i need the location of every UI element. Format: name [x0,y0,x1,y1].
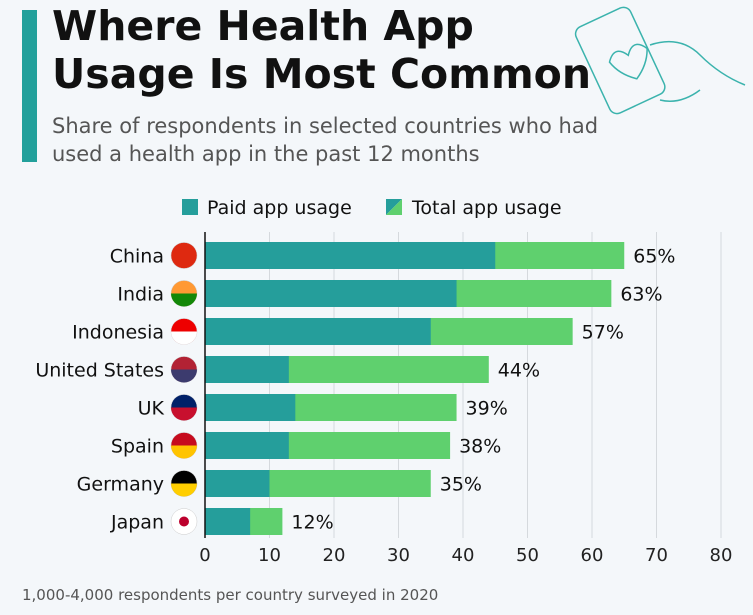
data-label: 57% [582,322,624,344]
footnote: 1,000-4,000 respondents per country surv… [22,586,439,604]
data-label: 38% [459,436,501,458]
category-label: Spain [111,436,164,458]
x-tick-label: 70 [645,545,668,566]
flag-icon-detail [171,483,197,497]
flag-icon-detail [171,293,197,307]
x-tick-label: 40 [452,545,475,566]
flag-icon-detail [171,369,197,383]
bar-paid [205,470,270,497]
bar-paid [205,432,289,459]
x-tick-label: 20 [323,545,346,566]
phone-hand-illustration [574,6,746,115]
accent-bar [22,10,37,162]
data-label: 35% [440,474,482,496]
flag-icon-detail [171,407,197,421]
data-label: 39% [466,398,508,420]
flag-icon-detail [171,331,197,345]
category-label: United States [35,360,164,382]
bar-paid [205,242,496,269]
data-label: 44% [498,360,540,382]
category-label: Germany [77,474,164,496]
flag-icon-detail [171,445,197,459]
category-label: UK [138,398,165,420]
x-tick-label: 0 [199,545,210,566]
legend-label-paid: Paid app usage [207,197,352,219]
bar-paid [205,394,296,421]
category-label: India [117,284,164,306]
category-label: Japan [110,512,164,534]
category-label: Indonesia [72,322,164,344]
legend-label-total: Total app usage [411,197,562,219]
data-label: 63% [620,284,662,306]
chart-subtitle: Share of respondents in selected countri… [52,114,599,166]
data-label: 12% [291,512,333,534]
bar-paid [205,508,251,535]
bar-paid [205,318,431,345]
legend-swatch-paid [182,199,198,215]
flag-icon-detail [179,516,189,527]
x-tick-label: 10 [258,545,281,566]
x-tick-label: 80 [710,545,733,566]
flag-icon [170,242,198,269]
chart-title: Where Health App Usage Is Most Common [52,2,592,98]
x-tick-label: 50 [516,545,539,566]
bar-paid [205,280,457,307]
bar-paid [205,356,289,383]
category-label: China [110,246,164,268]
legend-swatch-total-b [386,199,402,215]
data-label: 65% [633,246,675,268]
x-tick-label: 30 [387,545,410,566]
x-tick-label: 60 [581,545,604,566]
